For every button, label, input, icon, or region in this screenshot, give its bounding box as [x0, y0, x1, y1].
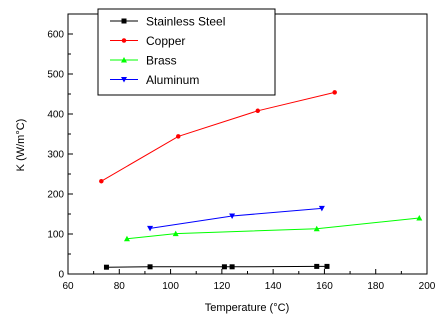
legend-item-aluminum: Aluminum	[110, 73, 199, 87]
legend-marker	[121, 57, 127, 63]
legend-item-copper: Copper	[110, 34, 185, 48]
legend-label: Copper	[146, 34, 185, 48]
legend-marker	[121, 77, 127, 83]
y-tick-label: 400	[47, 110, 64, 121]
data-point-copper	[332, 90, 337, 95]
series-line-copper	[101, 91, 335, 182]
legend-item-stainless-steel: Stainless Steel	[110, 15, 225, 29]
x-tick-label: 60	[62, 281, 74, 292]
data-point-stainless-steel	[103, 264, 109, 270]
legend-item-brass: Brass	[110, 54, 177, 68]
x-tick-label: 120	[214, 281, 231, 292]
y-axis-title: K (W/m°C)	[15, 119, 27, 172]
legend: Stainless Steel Copper Brass Aluminum	[97, 8, 276, 96]
series-aluminum	[147, 205, 325, 232]
x-tick-label: 180	[367, 281, 384, 292]
legend-box	[97, 8, 276, 96]
series-layer	[99, 90, 423, 270]
series-copper	[99, 90, 337, 184]
data-point-copper	[255, 108, 261, 114]
data-point-copper	[176, 134, 181, 139]
data-point-brass	[123, 235, 130, 242]
series-line-stainless-steel	[106, 265, 327, 268]
x-axis-title: Temperature (°C)	[205, 302, 289, 314]
data-point-stainless-steel	[324, 263, 330, 269]
y-axis-ticks: 0 100 200 300 400 500 600	[47, 13, 73, 281]
x-tick-label: 200	[419, 281, 436, 292]
legend-marker	[121, 18, 127, 24]
series-stainless-steel	[103, 263, 330, 270]
legend-marker	[121, 38, 127, 43]
data-point-brass	[172, 230, 179, 237]
data-point-aluminum	[147, 225, 154, 232]
series-brass	[123, 215, 423, 242]
y-tick-label: 600	[47, 30, 64, 41]
series-line-brass	[126, 217, 420, 240]
data-point-copper	[99, 178, 104, 184]
x-tick-label: 80	[114, 281, 126, 292]
data-point-stainless-steel	[314, 263, 320, 269]
y-tick-label: 100	[47, 230, 64, 241]
data-point-brass	[416, 215, 423, 221]
legend-label: Aluminum	[146, 73, 199, 87]
x-axis-ticks: 60 80 100 120 140 160 180 200	[62, 269, 436, 292]
legend-label: Stainless Steel	[146, 15, 225, 29]
data-point-stainless-steel	[221, 264, 227, 270]
data-point-stainless-steel	[229, 264, 235, 270]
data-point-brass	[313, 225, 320, 232]
data-point-stainless-steel	[147, 264, 153, 270]
y-tick-label: 200	[47, 190, 64, 201]
y-tick-label: 500	[47, 70, 64, 81]
x-tick-label: 160	[316, 281, 333, 292]
data-point-aluminum	[229, 213, 236, 219]
x-tick-label: 100	[162, 281, 179, 292]
series-line-aluminum	[149, 207, 322, 229]
y-tick-label: 0	[58, 270, 64, 281]
y-tick-label: 300	[47, 150, 64, 161]
data-point-aluminum	[318, 205, 325, 212]
legend-label: Brass	[146, 54, 177, 68]
x-tick-label: 140	[265, 281, 282, 292]
